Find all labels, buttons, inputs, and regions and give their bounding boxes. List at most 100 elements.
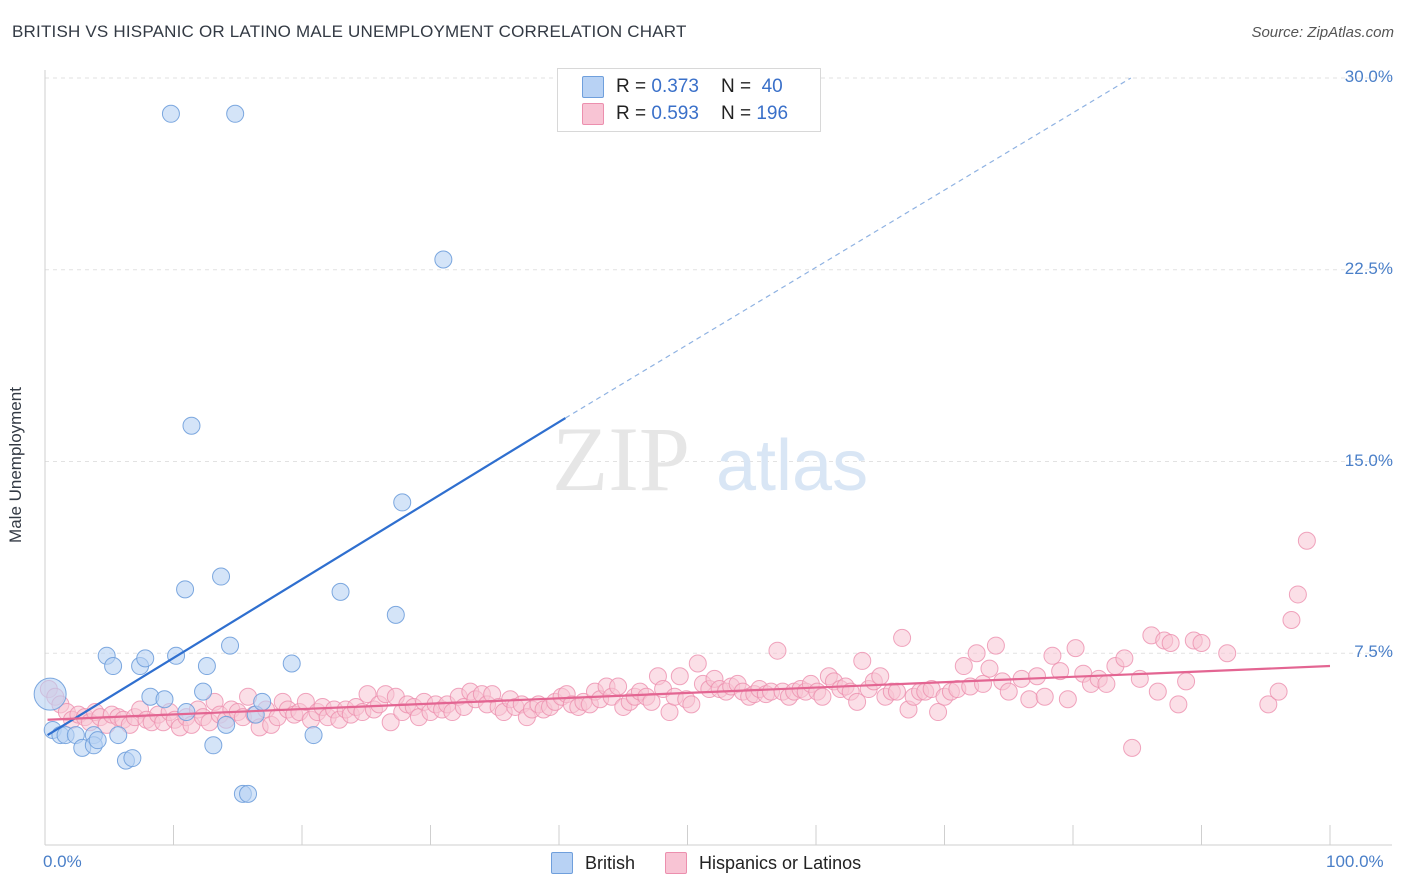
y-tick-label: 22.5% <box>1344 258 1393 278</box>
hispanic-point <box>999 682 1018 701</box>
hispanic-point <box>1288 585 1307 604</box>
british-swatch <box>582 76 604 98</box>
british-trend-extension <box>565 77 1132 419</box>
hispanic-point <box>609 677 628 696</box>
trend-lines <box>46 77 1331 737</box>
british-point <box>177 703 196 722</box>
hispanic-point <box>980 659 999 678</box>
hispanic-point <box>1169 695 1188 714</box>
watermark: ZIP atlas <box>552 408 868 510</box>
hispanic-point <box>848 692 867 711</box>
british-point <box>217 715 236 734</box>
hispanic-point <box>381 713 400 732</box>
x-tick-label-max: 100.0% <box>1326 852 1384 871</box>
hispanic-point <box>893 628 912 647</box>
hispanic-point <box>642 692 661 711</box>
hispanic-point <box>1148 682 1167 701</box>
hispanic-swatch <box>582 103 604 125</box>
hispanic-point <box>660 703 679 722</box>
y-tick-label: 15.0% <box>1344 450 1393 470</box>
hispanic-point <box>1051 662 1070 681</box>
british-point <box>161 104 180 123</box>
hispanic-point <box>358 685 377 704</box>
x-tick-label-min: 0.0% <box>43 852 82 871</box>
legend-item-british[interactable]: British <box>551 852 635 874</box>
british-point <box>182 416 201 435</box>
hispanic-point <box>1259 695 1278 714</box>
hispanic-point <box>1297 531 1316 550</box>
y-tick-label: 7.5% <box>1354 642 1393 662</box>
british-point <box>136 649 155 668</box>
stats-row-british: R = 0.373 N = 40 <box>582 75 783 99</box>
hispanic-point <box>974 674 993 693</box>
hispanic-point <box>1058 690 1077 709</box>
hispanic-point <box>871 667 890 686</box>
british-point <box>104 657 123 676</box>
british-trend-line <box>46 417 566 737</box>
british-point <box>123 749 142 768</box>
british-point <box>221 636 240 655</box>
chart-title: BRITISH VS HISPANIC OR LATINO MALE UNEMP… <box>12 22 687 41</box>
hispanic-point <box>1028 667 1047 686</box>
british-point <box>109 726 128 745</box>
hispanic-n-value: 196 <box>756 103 789 124</box>
british-n-value: 40 <box>761 76 783 97</box>
source-label: Source: ZipAtlas.com <box>1251 24 1394 41</box>
hispanic-r-label: R = <box>616 103 647 124</box>
hispanic-point <box>688 654 707 673</box>
british-point <box>282 654 301 673</box>
british-point <box>212 567 231 586</box>
legend-label-hispanic: Hispanics or Latinos <box>699 852 862 873</box>
hispanic-point <box>296 692 315 711</box>
hispanic-point <box>1269 682 1288 701</box>
y-tick-label: 30.0% <box>1344 67 1393 86</box>
hispanic-point <box>1161 634 1180 653</box>
british-point <box>304 726 323 745</box>
legend-label-british: British <box>585 852 636 873</box>
hispanic-trend-line <box>47 664 1331 721</box>
hispanic-point <box>1192 634 1211 653</box>
british-r-label: R = <box>616 76 647 97</box>
hispanic-point <box>768 641 787 660</box>
british-point <box>155 690 174 709</box>
stats-legend: R = 0.373 N = 40 R = 0.593 N = 196 <box>557 68 821 132</box>
hispanic-point <box>813 687 832 706</box>
british-point <box>194 682 213 701</box>
british-point <box>197 657 216 676</box>
british-point <box>204 736 223 755</box>
hispanic-point <box>887 682 906 701</box>
british-point <box>226 104 245 123</box>
legend-swatch-hispanic <box>665 852 688 874</box>
british-point <box>386 605 405 624</box>
hispanic-point <box>967 644 986 663</box>
hispanic-point <box>1020 690 1039 709</box>
watermark-zip: ZIP <box>552 408 690 510</box>
british-r-value: 0.373 <box>651 76 699 97</box>
hispanic-point <box>1043 646 1062 665</box>
hispanic-point <box>1035 687 1054 706</box>
british-point <box>33 677 67 711</box>
hispanic-point <box>1282 611 1301 630</box>
hispanic-n-label: N = <box>720 103 752 124</box>
hispanic-point <box>1177 672 1196 691</box>
hispanic-point <box>1097 674 1116 693</box>
hispanic-r-value: 0.593 <box>651 103 699 124</box>
hispanic-point <box>1218 644 1237 663</box>
hispanic-point <box>1066 639 1085 658</box>
gridlines <box>45 77 1392 654</box>
british-point <box>253 692 272 711</box>
british-point <box>434 250 453 269</box>
hispanic-point <box>1123 738 1142 757</box>
hispanic-point <box>1115 649 1134 668</box>
hispanic-point <box>954 657 973 676</box>
hispanic-point <box>929 703 948 722</box>
british-point <box>88 731 107 750</box>
british-n-label: N = <box>720 76 752 97</box>
british-point <box>331 582 350 601</box>
legend-item-hispanic[interactable]: Hispanics or Latinos <box>665 852 861 874</box>
hispanic-point <box>986 636 1005 655</box>
stats-row-hispanic: R = 0.593 N = 196 <box>582 102 788 126</box>
british-point <box>239 784 258 803</box>
watermark-atlas: atlas <box>716 426 868 506</box>
